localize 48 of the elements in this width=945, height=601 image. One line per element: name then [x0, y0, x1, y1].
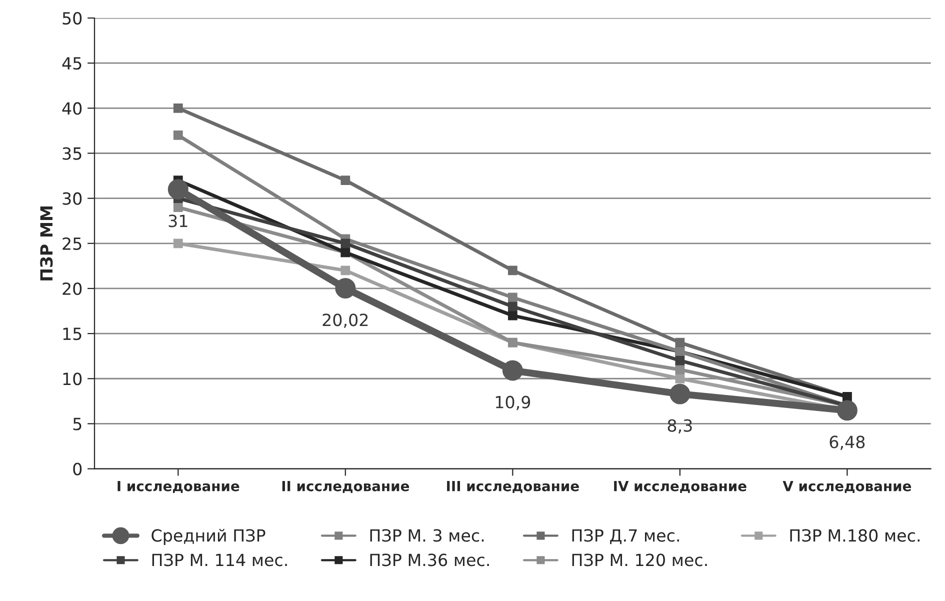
- y-tick-label: 20: [62, 282, 82, 296]
- y-tick-label: 15: [63, 328, 82, 340]
- point: [340, 266, 350, 276]
- point: [340, 176, 350, 185]
- point: [335, 278, 356, 299]
- legend-label: ПЗР М.36 мес.: [370, 554, 489, 566]
- data-label: 31: [168, 214, 188, 228]
- point: [173, 103, 183, 113]
- y-tick-label: 5: [73, 418, 82, 430]
- point: [675, 356, 685, 366]
- y-tick-label: 0: [73, 462, 82, 476]
- x-tick-label: III исследование: [447, 481, 579, 494]
- legend-label: ПЗР М. 114 мес.: [152, 554, 287, 566]
- point: [675, 374, 685, 384]
- legend-label: ПЗР М. 3 мес.: [370, 529, 484, 542]
- data-label: 20,02: [322, 314, 368, 328]
- point: [508, 310, 518, 320]
- x-tick-label: I исследование: [118, 481, 240, 494]
- point: [836, 400, 858, 421]
- legend-label: Средний ПЗР: [152, 528, 266, 545]
- point: [340, 238, 350, 248]
- x-tick-label: V исследование: [782, 481, 912, 494]
- point: [508, 292, 518, 302]
- y-axis-title: ПЗР ММ: [40, 206, 53, 280]
- data-label: 6,48: [830, 436, 865, 450]
- x-tick-label: II исследование: [282, 481, 410, 494]
- legend-label: ПЗР М. 120 мес.: [572, 554, 707, 566]
- y-tick-label: 35: [62, 147, 82, 160]
- point: [173, 238, 183, 248]
- point: [168, 179, 188, 200]
- point: [502, 360, 523, 381]
- y-tick-label: 10: [63, 372, 82, 386]
- point: [508, 302, 518, 312]
- y-tick-label: 25: [62, 237, 82, 250]
- y-tick-label: 45: [62, 57, 82, 70]
- point: [173, 130, 183, 140]
- x-tick-label: IV исследование: [614, 481, 746, 494]
- point: [675, 338, 685, 348]
- legend-label: ПЗР Д.7 мес.: [572, 529, 679, 544]
- point: [675, 364, 685, 374]
- point: [508, 266, 518, 276]
- point: [173, 202, 183, 212]
- y-tick-label: 30: [62, 192, 82, 205]
- y-tick-label: 40: [62, 102, 82, 115]
- y-tick-label: 50: [62, 12, 82, 25]
- data-label: 10,9: [496, 396, 530, 410]
- legend-label: ПЗР М.180 мес.: [790, 529, 920, 542]
- point: [670, 384, 690, 404]
